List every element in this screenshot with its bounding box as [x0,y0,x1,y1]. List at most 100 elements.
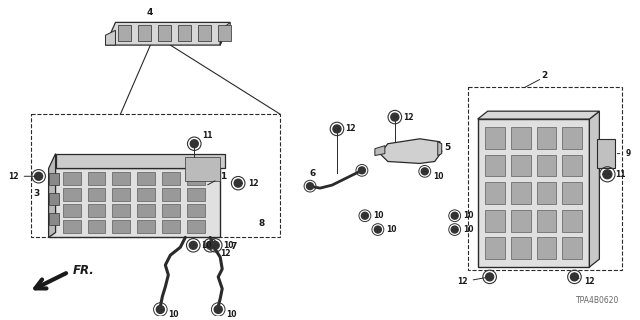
Circle shape [374,226,381,233]
Bar [188,204,205,217]
Text: TPA4B0620: TPA4B0620 [576,295,620,305]
Text: 10: 10 [454,225,473,234]
Circle shape [391,113,399,121]
Bar [188,220,205,233]
Bar [138,188,156,201]
Circle shape [214,306,222,313]
Bar [138,25,152,41]
Polygon shape [380,139,442,164]
Bar [138,204,156,217]
Bar [188,172,205,185]
Bar [484,210,504,231]
Bar [49,213,59,225]
Bar [484,182,504,204]
Circle shape [307,183,314,189]
Text: 11: 11 [196,131,212,142]
Circle shape [362,212,369,219]
Bar [563,155,582,176]
Polygon shape [56,154,225,168]
Bar [198,25,211,41]
Text: 12: 12 [395,113,413,122]
Bar [63,204,81,217]
Circle shape [603,170,612,179]
Bar [536,182,557,204]
Circle shape [451,226,458,233]
Bar [511,210,531,231]
Circle shape [35,172,43,180]
Text: 9: 9 [618,149,630,158]
Bar [163,204,180,217]
Bar [31,114,280,237]
Text: 12: 12 [8,172,36,181]
Text: 11: 11 [607,170,626,179]
Bar [113,204,131,217]
Circle shape [190,140,198,148]
Bar [563,127,582,149]
Polygon shape [477,119,589,267]
Bar [138,220,156,233]
Text: 10: 10 [425,171,444,181]
Text: 5: 5 [445,143,451,152]
Bar [113,220,131,233]
Polygon shape [106,30,115,45]
Circle shape [486,273,493,281]
Text: 1: 1 [208,172,227,185]
Text: 4: 4 [146,9,152,18]
Text: 12: 12 [212,247,230,258]
Bar [563,182,582,204]
Bar [88,204,106,217]
Bar [88,172,106,185]
Text: 10: 10 [218,309,237,319]
Bar [163,172,180,185]
Text: 10: 10 [365,211,383,220]
Bar [113,188,131,201]
Bar [536,155,557,176]
Bar [511,155,531,176]
Bar [536,127,557,149]
Bar [484,237,504,259]
Bar [511,182,531,204]
Circle shape [358,167,365,174]
Polygon shape [220,22,230,45]
Text: 8: 8 [258,219,264,228]
Bar [49,193,59,205]
Bar [186,156,220,181]
Circle shape [234,179,242,187]
Text: 12: 12 [577,277,595,286]
Circle shape [570,273,579,281]
Text: 10: 10 [378,225,396,234]
Polygon shape [49,154,56,237]
Bar [138,172,156,185]
Bar [563,210,582,231]
Bar [179,25,191,41]
Text: 10: 10 [215,241,234,250]
Text: 2: 2 [541,71,548,80]
Text: 3: 3 [34,189,40,198]
Polygon shape [49,168,220,237]
Bar [88,220,106,233]
Bar [188,188,205,201]
Bar [484,155,504,176]
Bar [536,237,557,259]
Bar [63,188,81,201]
Bar [88,188,106,201]
Text: 12: 12 [337,124,355,133]
Circle shape [206,241,214,249]
Bar [218,25,231,41]
Bar [563,237,582,259]
Bar [484,127,504,149]
Bar [63,220,81,233]
Text: 10: 10 [193,241,212,250]
Circle shape [156,306,164,313]
Polygon shape [477,111,600,119]
Polygon shape [375,146,385,156]
Circle shape [421,168,428,175]
Bar [63,172,81,185]
Bar [113,172,131,185]
Circle shape [211,241,220,249]
Bar [163,220,180,233]
Polygon shape [589,111,600,267]
Bar [468,87,622,270]
Text: 7: 7 [230,242,237,251]
Bar [536,210,557,231]
